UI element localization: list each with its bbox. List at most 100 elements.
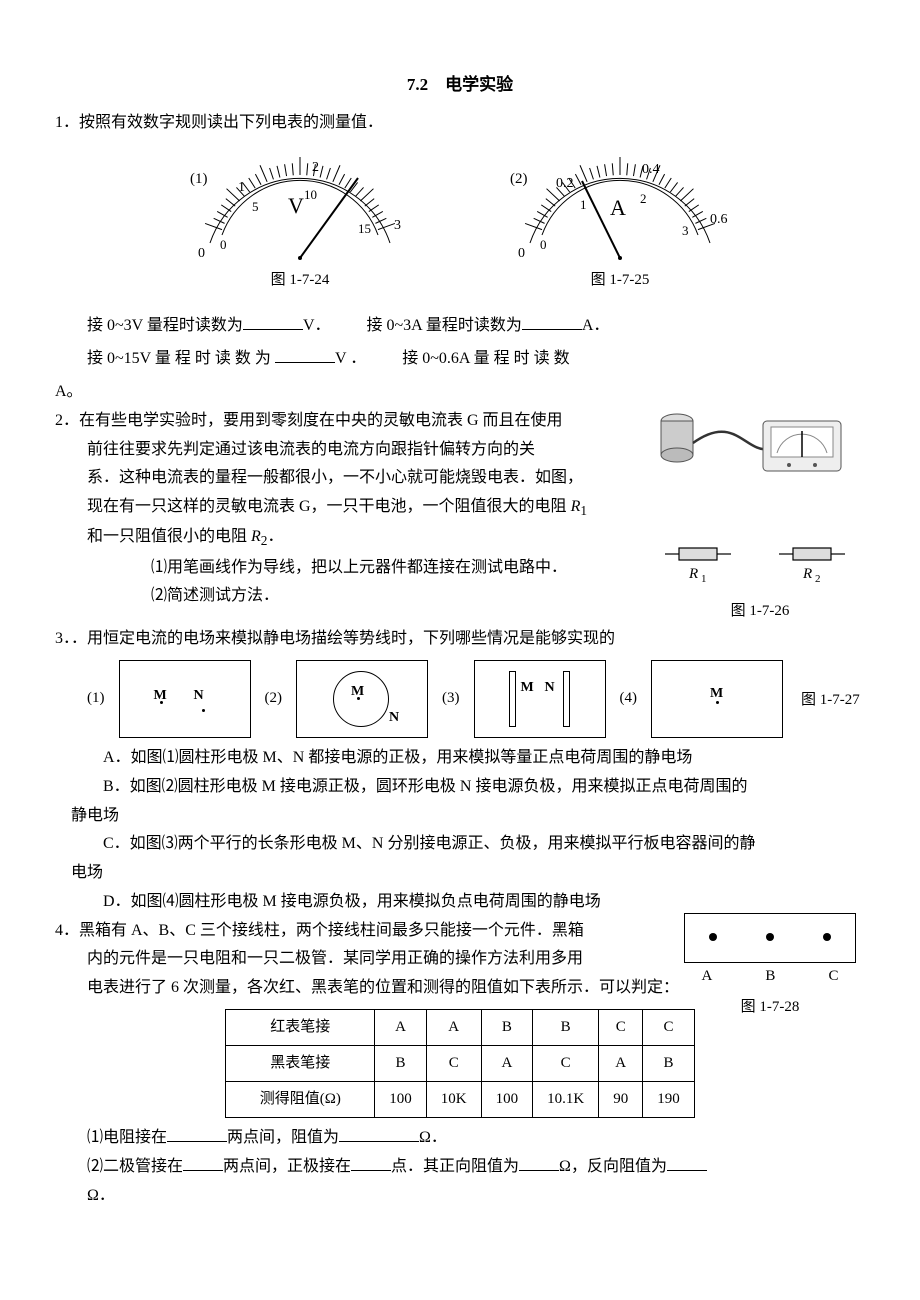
q1-read1a: 接 0~3V 量程时读数为 xyxy=(87,317,243,334)
blackbox xyxy=(684,913,856,963)
optB: B．如图⑵圆柱形电极 M 接电源正极，圆环形电极 N 接电源负极，用来模拟正点电… xyxy=(103,773,865,802)
svg-text:2: 2 xyxy=(312,160,319,175)
optC2: 电场 xyxy=(55,859,865,888)
svg-text:1: 1 xyxy=(580,197,587,212)
svg-text:1: 1 xyxy=(701,573,707,584)
label-n: N xyxy=(194,683,204,708)
blank xyxy=(667,1170,707,1171)
galvanometer-setup-svg xyxy=(645,403,865,523)
labelB: B xyxy=(765,963,775,990)
q2-tailend: ． xyxy=(267,528,283,545)
labelA: A xyxy=(702,963,713,990)
svg-text:0.6: 0.6 xyxy=(710,212,728,227)
q4-table: 红表笔接AABBCC黑表笔接BCACAB测得阻值(Ω)10010K10010.1… xyxy=(225,1009,694,1118)
meter2: 0 0.2 0.4 0.6 0 1 2 3 A (2) 图 1-7-25 xyxy=(490,143,750,294)
q3-caption: 图 1-7-27 xyxy=(801,687,860,714)
q4-figure: A B C 图 1-7-28 xyxy=(675,913,865,1021)
s2b: 两点间，正极接在 xyxy=(223,1158,351,1175)
diag4: M xyxy=(651,660,783,738)
svg-text:R: R xyxy=(802,566,812,582)
svg-text:1: 1 xyxy=(238,180,245,195)
q1-read1b: 接 0~15V 量 程 时 读 数 为 xyxy=(87,350,271,367)
q2-block: 2．在有些电学实验时，要用到零刻度在中央的灵敏电流表 G 而且在使用 前往往要求… xyxy=(55,407,865,611)
r2: R xyxy=(251,528,261,545)
svg-text:2: 2 xyxy=(815,573,821,584)
q1-read2b: 接 0~0.6A 量 程 时 读 数 xyxy=(402,350,569,367)
q2-line1: 2．在有些电学实验时，要用到零刻度在中央的灵敏电流表 G 而且在使用 xyxy=(55,407,635,436)
q2-line3: 系．这种电流表的量程一般都很小，一不小心就可能烧毁电表．如图， xyxy=(87,469,583,486)
q4-sub1: ⑴电阻接在 两点间，阻值为 Ω． xyxy=(55,1124,865,1153)
svg-text:(2): (2) xyxy=(510,171,528,187)
svg-text:0: 0 xyxy=(220,237,227,252)
svg-text:2: 2 xyxy=(640,191,647,206)
q2-line4: 现在有一只这样的灵敏电流表 G，一只干电池，一个阻值很大的电阻 xyxy=(87,498,571,515)
labelC: C xyxy=(828,963,838,990)
optB2: 静电场 xyxy=(55,802,865,831)
q1-readings: 接 0~3V 量程时读数为V． 接 0~3A 量程时读数为A． 接 0~15V … xyxy=(55,312,865,374)
s2a: ⑵二极管接在 xyxy=(87,1158,183,1175)
q4-caption: 图 1-7-28 xyxy=(675,994,865,1021)
svg-text:3: 3 xyxy=(394,218,401,233)
blank xyxy=(522,329,582,330)
svg-text:0: 0 xyxy=(540,237,547,252)
svg-text:10: 10 xyxy=(304,187,317,202)
q1-read2a: 接 0~3A 量程时读数为 xyxy=(367,317,522,334)
optC: C．如图⑶两个平行的长条形电极 M、N 分别接电源正、负极，用来模拟平行板电容器… xyxy=(103,830,865,859)
s2d: Ω，反向阻值为 xyxy=(559,1158,667,1175)
svg-text:0.2: 0.2 xyxy=(556,176,574,191)
s1c: Ω． xyxy=(419,1129,447,1146)
diag3: M N xyxy=(474,660,606,738)
blank xyxy=(519,1170,559,1171)
label-n: N xyxy=(545,675,555,700)
svg-text:0: 0 xyxy=(518,246,525,261)
q1-read-row2: 接 0~15V 量 程 时 读 数 为 V ． 接 0~0.6A 量 程 时 读… xyxy=(87,345,865,374)
tag4: (4) xyxy=(620,685,638,712)
label-m: M xyxy=(154,683,167,708)
blank xyxy=(339,1141,419,1142)
diag2: M N xyxy=(296,660,428,738)
q1-stem: 1．按照有效数字规则读出下列电表的测量值． xyxy=(55,109,865,138)
voltmeter-svg: 0 1 2 3 0 5 10 15 V (1) xyxy=(170,143,430,263)
blank xyxy=(167,1141,227,1142)
label-m: M xyxy=(521,675,534,700)
svg-text:R: R xyxy=(688,566,698,582)
q4-stem2: 内的元件是一只电阻和一只二极管．某同学用正确的操作方法利用多用 xyxy=(55,945,665,974)
meter1: 0 1 2 3 0 5 10 15 V (1) 图 1-7-24 xyxy=(170,143,430,294)
q2-sub1: ⑴用笔画线作为导线，把以上元器件都连接在测试电路中． xyxy=(55,554,635,583)
q2-sub2: ⑵简述测试方法． xyxy=(55,582,635,611)
q2-tail: 和一只阻值很小的电阻 xyxy=(87,528,251,545)
svg-text:0.4: 0.4 xyxy=(642,162,660,177)
r1: R xyxy=(571,498,581,515)
unit: A． xyxy=(582,317,610,334)
q2-figure: R1 R2 图 1-7-26 xyxy=(645,403,875,626)
svg-text:A: A xyxy=(610,195,626,220)
svg-text:15: 15 xyxy=(358,221,371,236)
s2c: 点．其正向阻值为 xyxy=(391,1158,519,1175)
q4-sub2: ⑵二极管接在 两点间，正极接在 点．其正向阻值为 Ω，反向阻值为 xyxy=(55,1153,865,1182)
q4-stem1: 4．黑箱有 A、B、C 三个接线柱，两个接线柱间最多只能接一个元件．黑箱 xyxy=(55,917,665,946)
svg-text:(1): (1) xyxy=(190,171,208,187)
diag1: M N xyxy=(119,660,251,738)
unit: V ． xyxy=(335,350,366,367)
blank xyxy=(243,329,303,330)
q2-line2: 前往往要求先判定通过该电流表的电流方向跟指针偏转方向的关 xyxy=(87,441,535,458)
blank xyxy=(275,362,335,363)
q3-stem: 3．．用恒定电流的电场来模拟静电场描绘等势线时，下列哪些情况是能够实现的 xyxy=(55,625,865,654)
tag1: (1) xyxy=(87,685,105,712)
label-m: M xyxy=(351,679,364,704)
svg-text:3: 3 xyxy=(682,223,689,238)
optA: A．如图⑴圆柱形电极 M、N 都接电源的正极，用来模拟等量正点电荷周围的静电场 xyxy=(103,744,865,773)
section-title: 7.2 电学实验 xyxy=(55,70,865,101)
blank xyxy=(351,1170,391,1171)
svg-text:0: 0 xyxy=(198,246,205,261)
r1sub: 1 xyxy=(580,503,587,518)
svg-text:5: 5 xyxy=(252,199,259,214)
tag3: (3) xyxy=(442,685,460,712)
q1-read-row1: 接 0~3V 量程时读数为V． 接 0~3A 量程时读数为A． xyxy=(87,312,865,341)
q2-caption: 图 1-7-26 xyxy=(645,598,875,625)
meter2-caption: 图 1-7-25 xyxy=(591,267,650,294)
s1b: 两点间，阻值为 xyxy=(227,1129,339,1146)
ammeter-svg: 0 0.2 0.4 0.6 0 1 2 3 A (2) xyxy=(490,143,750,263)
resistors-svg: R1 R2 xyxy=(645,534,865,584)
s1a: ⑴电阻接在 xyxy=(87,1129,167,1146)
